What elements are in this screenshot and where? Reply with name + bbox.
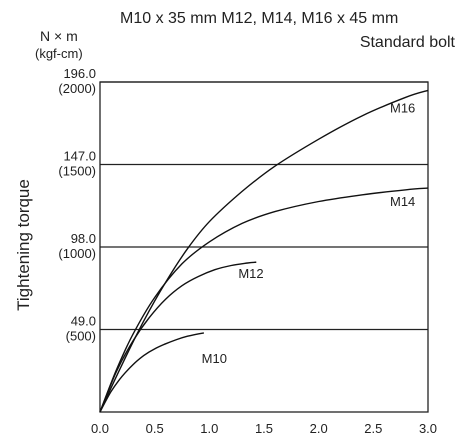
series-line-m12	[99, 261, 257, 413]
series-label-m16: M16	[390, 100, 415, 115]
y-axis-unit-sub: (kgf-cm)	[35, 46, 83, 61]
y-tick-sublabel: (500)	[66, 329, 96, 344]
x-tick-label: 1.5	[255, 421, 273, 436]
x-tick-label: 0.5	[146, 421, 164, 436]
series-label-m10: M10	[202, 351, 227, 366]
series-line-m16	[99, 89, 429, 413]
series-line-m10	[99, 332, 205, 413]
x-tick-label: 2.5	[364, 421, 382, 436]
y-tick-sublabel: (2000)	[58, 81, 96, 96]
y-tick-label: 147.0	[63, 149, 96, 164]
series-label-m14: M14	[390, 194, 415, 209]
y-axis-unit: N × m	[40, 28, 78, 44]
x-tick-label: 0.0	[91, 421, 109, 436]
x-tick-label: 1.0	[200, 421, 218, 436]
y-tick-sublabel: (1000)	[58, 246, 96, 261]
series-label-m12: M12	[238, 266, 263, 281]
chart-title-line-1: M10 x 35 mm M12, M14, M16 x 45 mm	[120, 10, 399, 27]
y-tick-label: 49.0	[71, 314, 96, 329]
x-tick-label: 2.0	[310, 421, 328, 436]
y-tick-sublabel: (1500)	[58, 164, 96, 179]
y-axis-label: Tightening torque	[14, 179, 33, 311]
x-tick-label: 3.0	[419, 421, 437, 436]
chart-title-line-2: Standard bolt	[359, 34, 455, 51]
series-line-m14	[99, 187, 429, 413]
y-tick-label: 98.0	[71, 231, 96, 246]
y-tick-label: 196.0	[63, 66, 96, 81]
